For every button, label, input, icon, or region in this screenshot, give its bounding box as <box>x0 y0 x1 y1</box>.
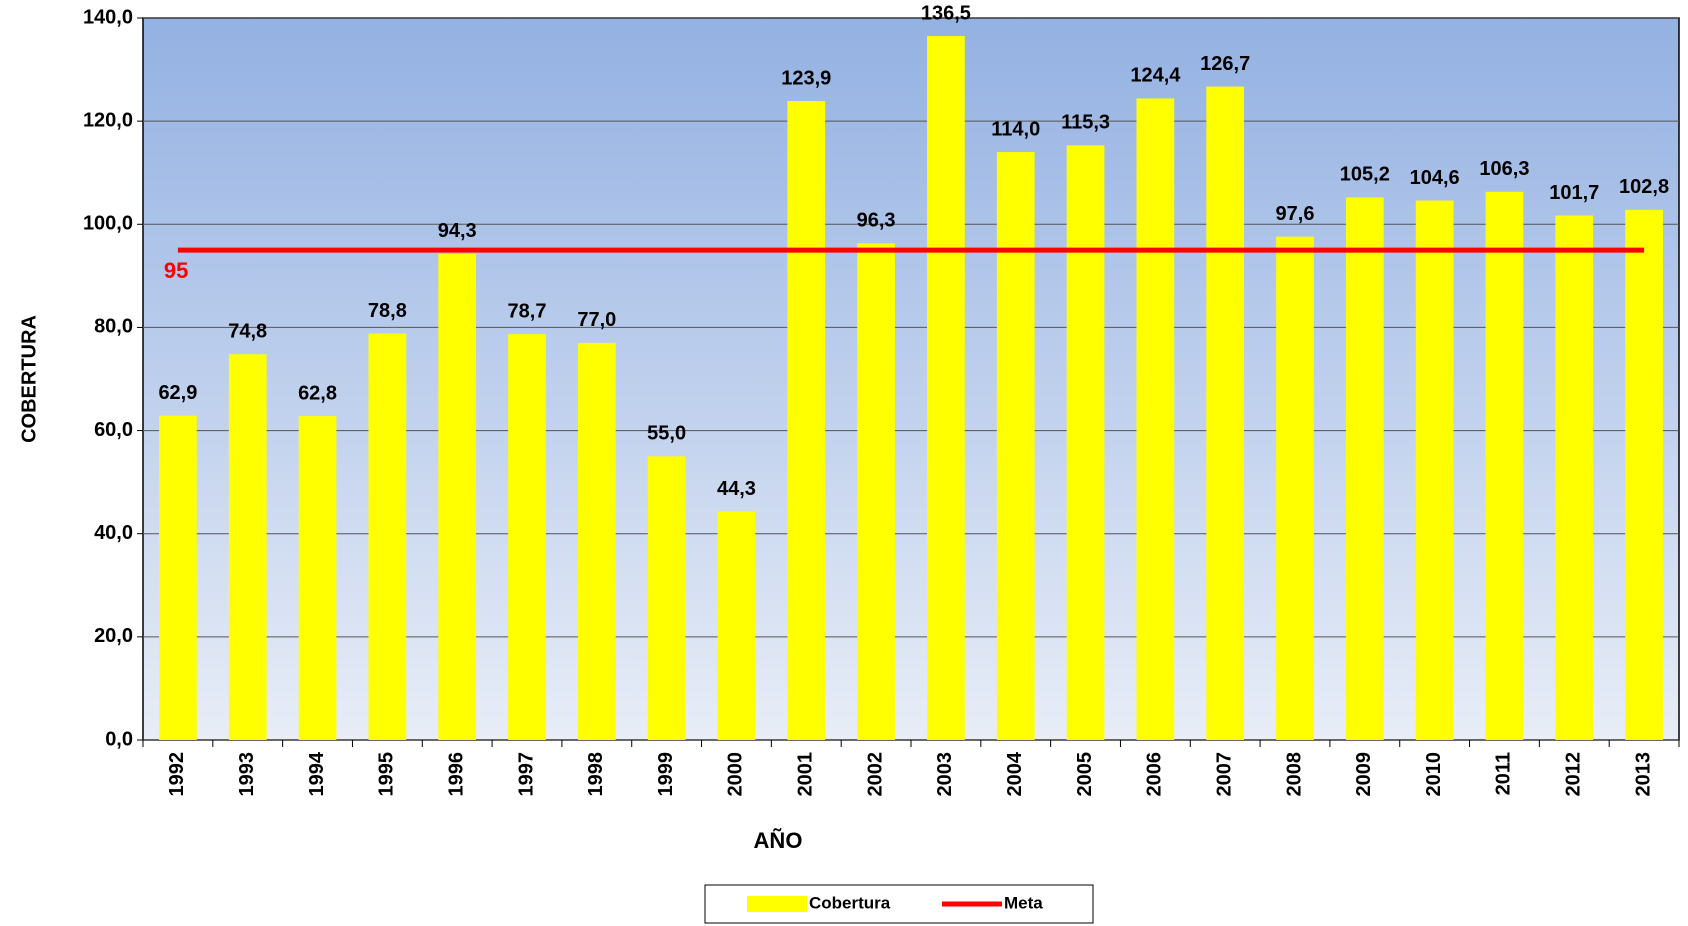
x-tick-label: 1997 <box>515 752 537 797</box>
y-axis-label: COBERTURA <box>18 315 40 443</box>
bar <box>438 253 477 740</box>
y-tick-label: 40,0 <box>94 522 133 544</box>
x-axis-label: AÑO <box>754 828 803 853</box>
data-label: 114,0 <box>991 118 1040 140</box>
y-tick-label: 100,0 <box>83 213 133 235</box>
bar <box>1345 197 1384 740</box>
x-tick-label: 2010 <box>1423 752 1445 797</box>
x-tick-label: 2006 <box>1144 752 1166 797</box>
data-label: 74,8 <box>228 321 267 343</box>
x-tick-label: 2013 <box>1632 752 1654 797</box>
data-label: 78,7 <box>508 300 547 322</box>
data-label: 124,4 <box>1130 65 1181 87</box>
y-tick-label: 140,0 <box>83 6 133 28</box>
legend-label: Cobertura <box>809 893 891 912</box>
bar <box>368 333 407 740</box>
bar <box>1555 215 1594 741</box>
data-label: 78,8 <box>368 300 407 322</box>
x-tick-label: 2005 <box>1074 752 1096 797</box>
annotation: 95 <box>164 258 188 283</box>
x-tick-label: 2000 <box>725 752 747 797</box>
data-label: 62,8 <box>298 382 337 404</box>
data-label: 101,7 <box>1549 182 1599 204</box>
data-label: 97,6 <box>1276 203 1315 225</box>
data-label: 104,6 <box>1410 167 1460 189</box>
data-label: 44,3 <box>717 478 756 500</box>
y-tick-label: 20,0 <box>94 625 133 647</box>
data-label: 126,7 <box>1200 53 1250 75</box>
x-tick-label: 2004 <box>1004 751 1026 796</box>
bar <box>1206 86 1245 741</box>
data-label: 136,5 <box>921 2 971 24</box>
bar <box>159 415 197 740</box>
x-tick-label: 1998 <box>585 752 607 797</box>
y-tick-label: 60,0 <box>94 419 133 441</box>
x-tick-label: 2007 <box>1213 752 1235 797</box>
bar <box>1625 209 1663 741</box>
x-tick-label: 1993 <box>236 752 258 797</box>
data-label: 62,9 <box>158 382 197 404</box>
data-label: 106,3 <box>1479 158 1529 180</box>
x-tick-label: 1995 <box>376 752 398 797</box>
x-tick-label: 2008 <box>1283 752 1305 797</box>
data-label: 102,8 <box>1619 176 1669 198</box>
data-label: 123,9 <box>781 67 831 89</box>
data-label: 115,3 <box>1061 112 1110 134</box>
legend-label: Meta <box>1004 893 1043 912</box>
y-tick-label: 80,0 <box>94 316 133 338</box>
x-tick-label: 1992 <box>166 752 188 797</box>
x-tick-label: 1994 <box>306 751 328 796</box>
x-tick-label: 1999 <box>655 752 677 797</box>
x-tick-label: 2011 <box>1493 752 1515 795</box>
x-tick-label: 2003 <box>934 752 956 797</box>
y-tick-label: 0,0 <box>105 728 133 750</box>
data-label: 105,2 <box>1340 164 1390 186</box>
bar <box>1136 98 1175 741</box>
data-label: 94,3 <box>438 220 477 242</box>
legend-swatch <box>747 896 807 912</box>
bar <box>577 342 616 740</box>
bar <box>1066 145 1105 741</box>
y-tick-label: 120,0 <box>83 109 133 131</box>
bar <box>717 511 756 740</box>
bar <box>787 101 826 740</box>
bar <box>647 456 686 740</box>
x-tick-label: 2009 <box>1353 752 1375 797</box>
x-tick-label: 2002 <box>864 752 886 797</box>
bar <box>298 416 337 740</box>
x-tick-label: 2001 <box>795 752 817 797</box>
bar <box>1485 191 1524 740</box>
bar <box>857 243 895 741</box>
x-tick-label: 2012 <box>1563 752 1585 797</box>
data-label: 55,0 <box>647 423 686 445</box>
bar <box>1276 236 1314 741</box>
data-label: 96,3 <box>857 210 896 232</box>
data-label: 77,0 <box>577 309 616 331</box>
x-tick-label: 1996 <box>445 752 467 797</box>
bar <box>927 36 965 741</box>
bar <box>996 152 1035 741</box>
bar <box>508 334 546 740</box>
bar <box>1415 200 1454 740</box>
bar <box>228 354 267 740</box>
